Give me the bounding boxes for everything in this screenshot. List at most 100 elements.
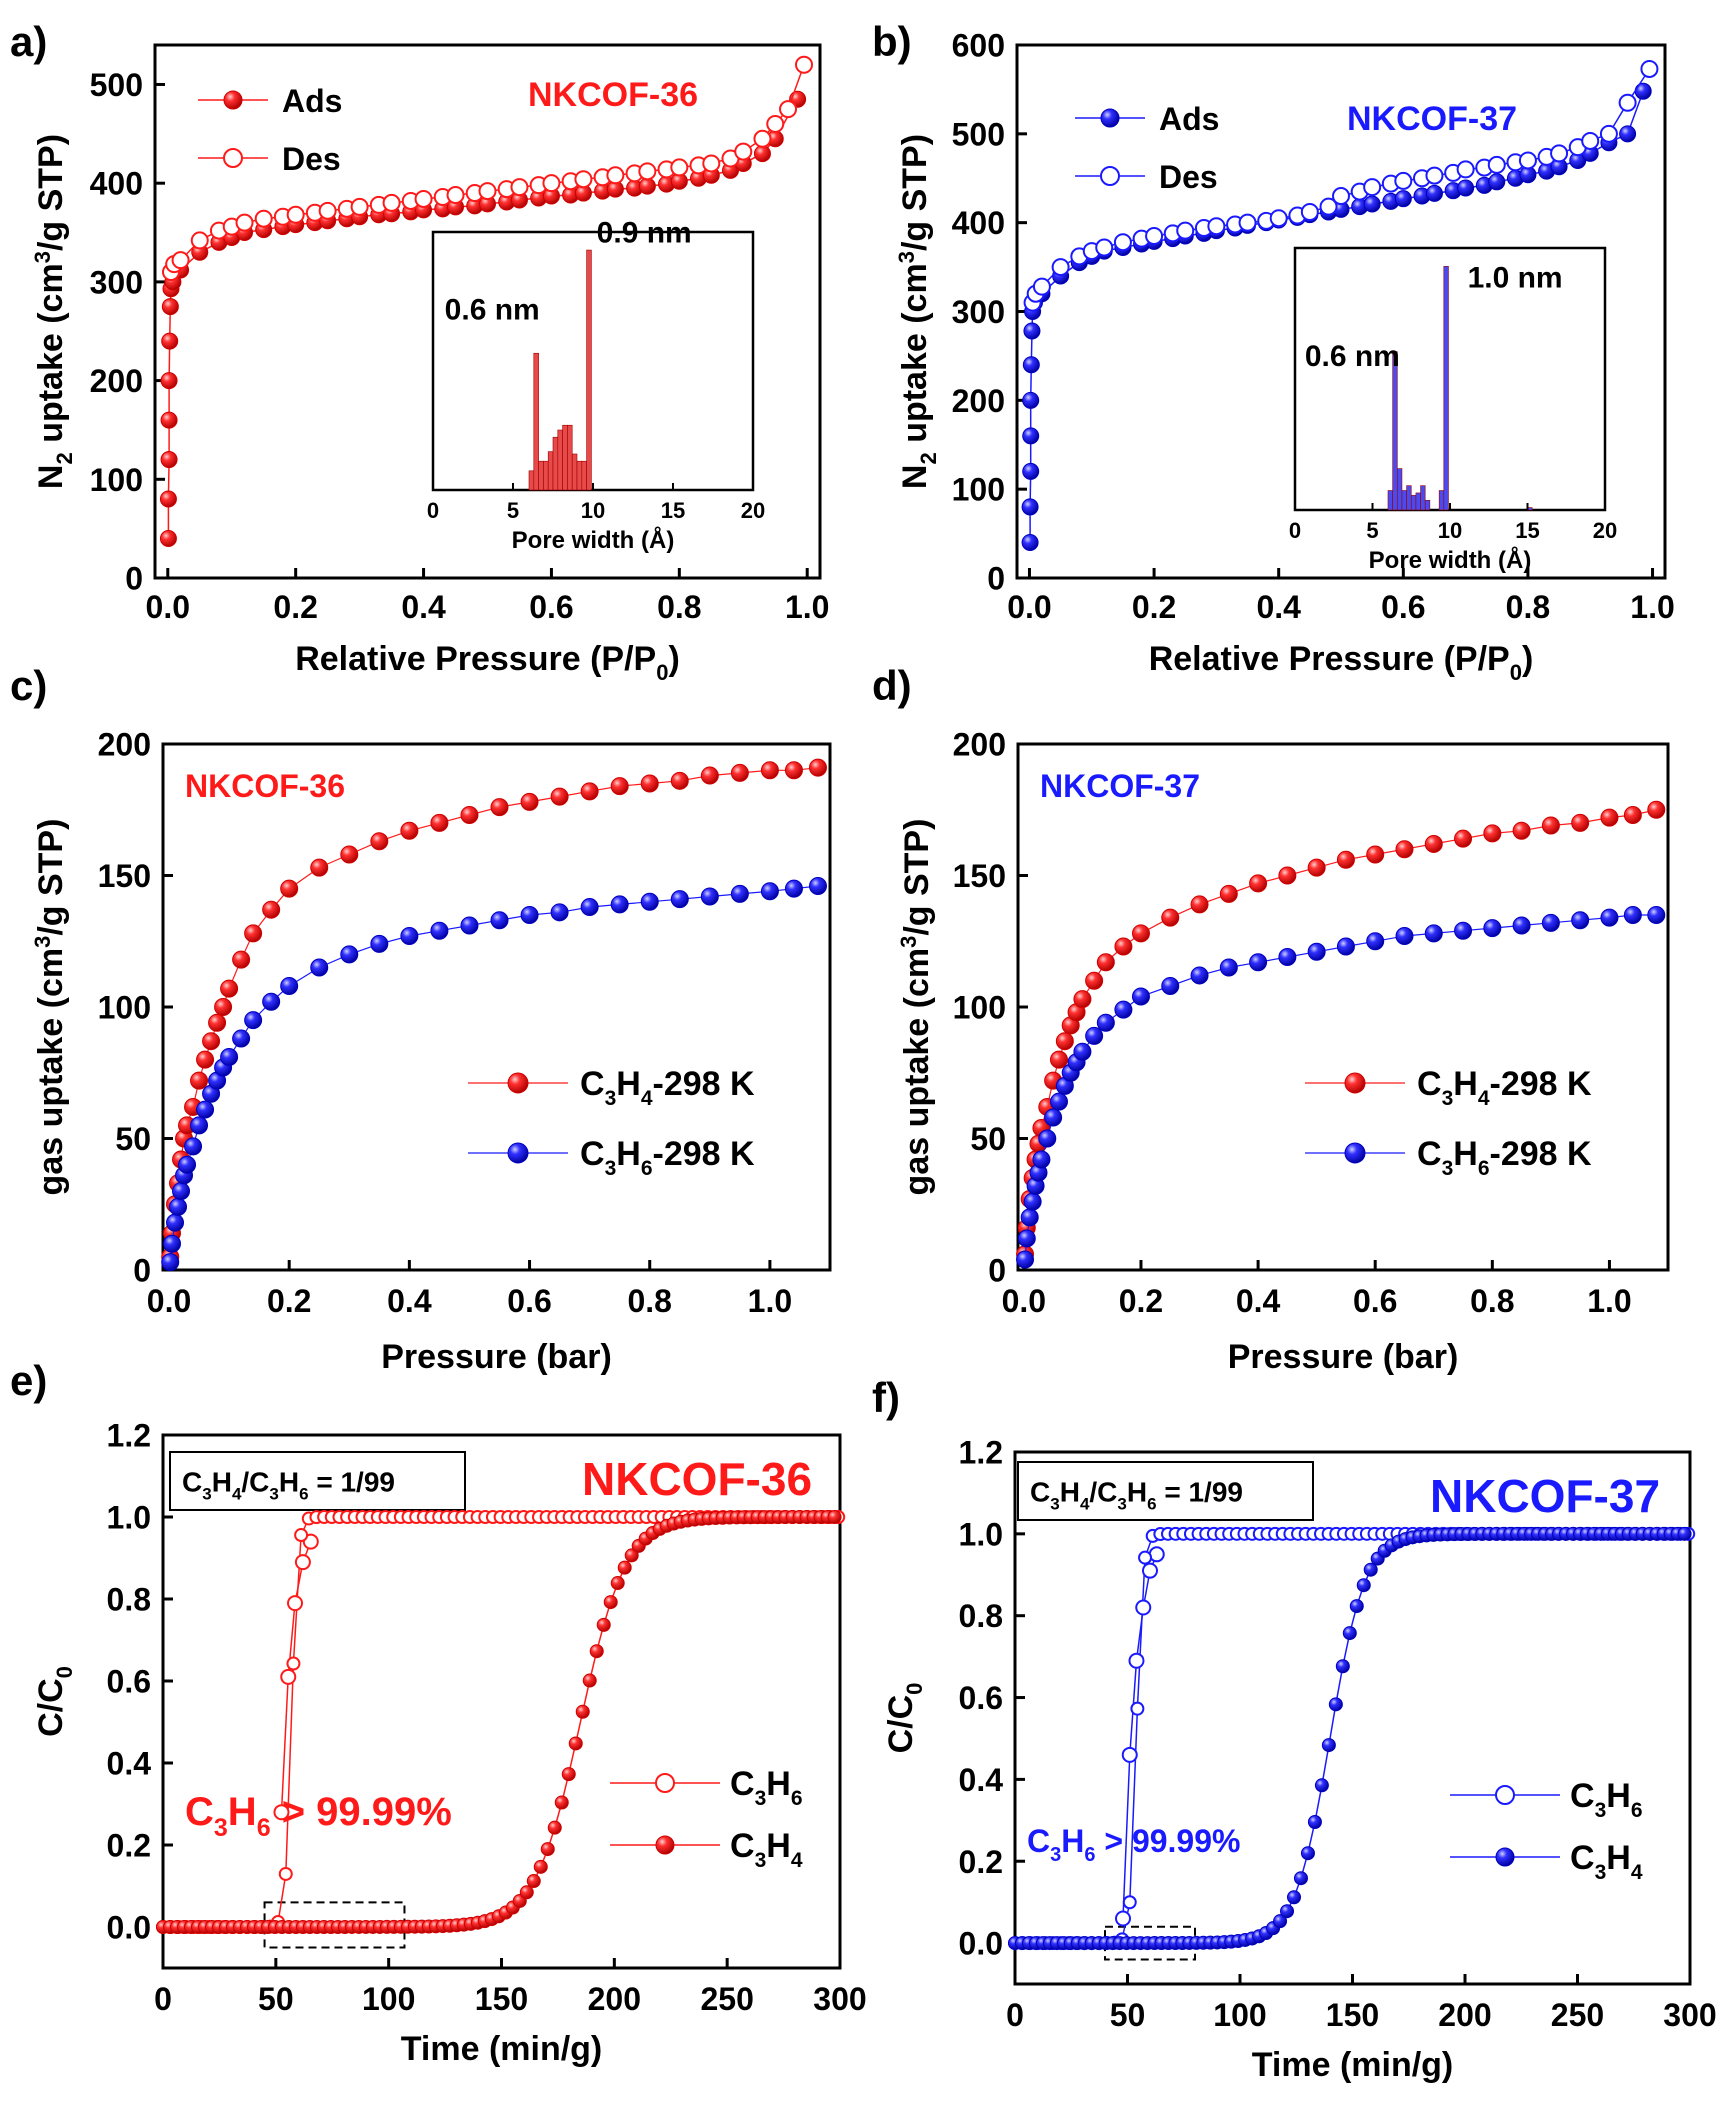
data-point-Des [670, 158, 689, 177]
text-run: C [1417, 1135, 1442, 1173]
text-run: -298 K [1490, 1065, 1592, 1103]
data-point-C3H6-298 K [1085, 1026, 1104, 1045]
data-point-C3H6-298 K [1424, 924, 1443, 943]
data-point-Des [638, 162, 657, 181]
data-point-C3H6-298 K [670, 890, 689, 909]
data-point-C3H4 [1342, 1626, 1357, 1641]
data-point-C3H4-298 K [700, 766, 719, 785]
histogram-bar [1424, 499, 1431, 511]
data-point-C3H4-298 K [1219, 884, 1238, 903]
plot-e-x-tick-label: 200 [588, 1981, 641, 2017]
data-point-Ads [1022, 427, 1040, 445]
data-point-C3H4 [1314, 1778, 1329, 1793]
legend-marker [223, 90, 243, 110]
data-point-C3H6 [1121, 1746, 1138, 1763]
histogram-bar [571, 453, 578, 491]
text-run: C [1570, 1777, 1595, 1815]
plot-b-y-tick-label: 200 [952, 383, 1005, 419]
data-point-C3H4 [526, 1874, 541, 1889]
data-point-Ads [161, 298, 179, 316]
panel-a: 0.0 0.2 0.4 0.6 0.8 1.00100200300400500a)NKCO… [10, 18, 829, 685]
legend-label: Ads [282, 83, 342, 119]
chart-title-c: NKCOF-36 [185, 768, 345, 804]
data-point-C3H6-298 K [310, 958, 329, 977]
data-point-Des [1550, 144, 1569, 163]
x-axis-label-a: Relative Pressure (P/P0) [295, 640, 680, 685]
plot-e-x-tick-label: 50 [258, 1981, 294, 2017]
histogram-bar [586, 249, 592, 491]
data-point-C3H4-298 K [1131, 924, 1150, 943]
purity-label: C3​H6​ > 99.99% [1027, 1823, 1240, 1866]
data-point-C3H4-298 K [550, 787, 569, 806]
data-point-C3H6-298 K [340, 945, 359, 964]
data-point-C3H4-298 K [208, 1013, 227, 1032]
data-point-Des [574, 170, 593, 189]
data-point-C3H4-298 K [430, 813, 449, 832]
plot-a-y-tick-label: 300 [90, 264, 143, 300]
histogram-bar [1401, 490, 1407, 511]
data-point-Des [235, 213, 254, 232]
data-point-C3H4-298 K [1049, 1050, 1068, 1069]
subscript: 6 [1147, 1494, 1156, 1513]
data-point-C3H6-298 K [1336, 937, 1355, 956]
plot-d-y-tick-label: 50 [970, 1121, 1006, 1157]
y-axis-label-text: C/C [882, 1695, 920, 1754]
plot-e-y-tick-label: 0.4 [107, 1746, 152, 1782]
data-point-Des [542, 174, 561, 193]
data-point-Des [1032, 277, 1051, 296]
x-axis-label-text: Relative Pressure (P/P [1149, 640, 1510, 678]
data-point-C3H4 [1287, 1890, 1301, 1905]
data-point-C3H4-298 K [190, 1071, 209, 1090]
histogram-bar [543, 460, 549, 491]
legend-label: C3​H4​ [1570, 1839, 1643, 1884]
data-point-Ads [160, 451, 178, 469]
x-axis-label-e: Time (min/g) [401, 2030, 603, 2068]
feed-ratio-label: C3​H4​/C3​H6​ = 1/99 [1030, 1476, 1243, 1513]
subscript: 4 [1478, 1087, 1490, 1110]
legend-marker [1100, 108, 1120, 128]
data-point-C3H6-298 K [1571, 911, 1590, 930]
data-point-Ads [159, 530, 177, 548]
data-point-C3H6-298 K [161, 1253, 180, 1272]
plot-a-x-tick-label: 0.8 [657, 589, 701, 625]
y-axis-label-end: /g STP) [32, 134, 70, 251]
data-point-C3H4-298 K [1600, 808, 1619, 827]
chart-title-f: NKCOF-37 [1430, 1470, 1660, 1522]
plot-f-x-tick-label: 300 [1663, 1997, 1716, 2033]
data-point-C3H6-298 K [244, 1011, 263, 1030]
data-point-C3H4 [827, 1510, 842, 1525]
subscript: 3 [605, 1087, 617, 1110]
data-point-C3H6 [1122, 1895, 1137, 1910]
plot-d-y-tick-label: 200 [953, 727, 1006, 763]
text-run: H [228, 1790, 257, 1834]
text-run: = 1/99 [309, 1466, 395, 1497]
plot-d-x-tick-label: 1.0 [1587, 1283, 1631, 1319]
data-point-C3H4-298 K [196, 1050, 215, 1069]
histogram-bar [1406, 485, 1412, 511]
plot-c-x-tick-label: 0.8 [627, 1283, 671, 1319]
plot-c-y-tick-label: 150 [98, 858, 151, 894]
data-point-C3H4 [1307, 1814, 1322, 1829]
data-point-C3H6-298 K [1017, 1229, 1036, 1248]
data-point-Des [190, 231, 209, 250]
text-run: C [580, 1065, 605, 1103]
text-run: H [616, 1065, 641, 1103]
data-point-Des [753, 129, 772, 148]
subscript: 4 [1080, 1494, 1090, 1513]
plot-b-y-tick-label: 300 [952, 294, 1005, 330]
inset-pore-distribution: 0 5 10 15 20 Pore width (Å) 0.6 nm 1.0 nm [1289, 246, 1617, 574]
legend-label: C3​H6​-298 K [1417, 1135, 1592, 1180]
data-point-C3H6-298 K [1366, 932, 1385, 951]
purity-label: C3​H6​ > 99.99% [185, 1790, 452, 1842]
data-point-C3H4-298 K [1085, 971, 1104, 990]
data-point-Ads [1488, 173, 1506, 191]
plot-a-y-tick-label: 200 [90, 363, 143, 399]
data-point-C3H6 [1138, 1550, 1153, 1565]
data-point-C3H6-298 K [1307, 942, 1326, 961]
data-point-Des [734, 142, 753, 161]
panel-e: 0 50 100 150 200 250 300 0.0 0.2 0.4 0.6 0.8 1.0 1.2 e… [10, 1357, 867, 2068]
data-point-C3H4 [624, 1548, 639, 1563]
histogram-bar [552, 436, 559, 491]
subscript: 4 [791, 1849, 803, 1872]
y-axis-label-a: N2 uptake (cm3/g STP) [30, 134, 77, 489]
